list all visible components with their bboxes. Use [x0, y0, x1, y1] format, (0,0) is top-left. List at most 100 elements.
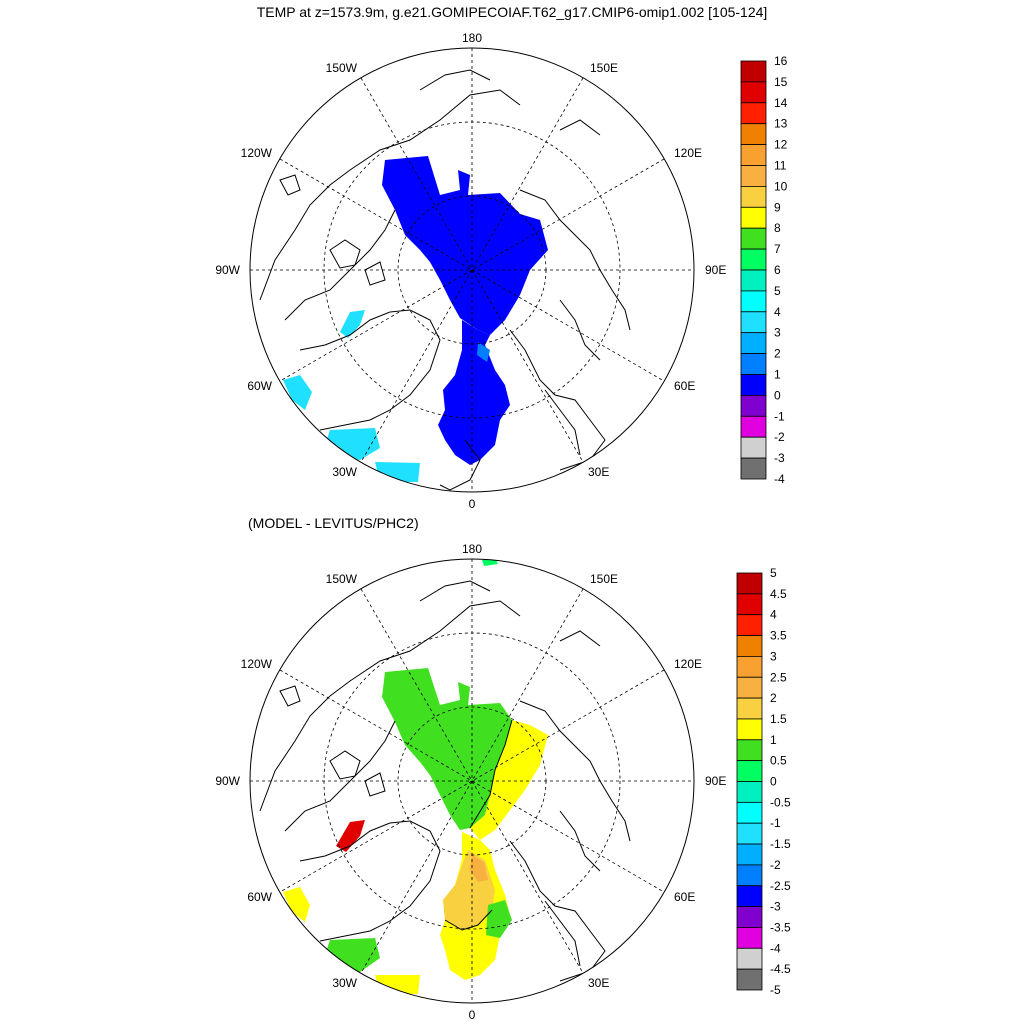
top-colorbar-tick-label: 16: [774, 54, 788, 68]
top-field-arctic-basin: [382, 156, 548, 335]
top-colorbar-swatch: [740, 290, 767, 313]
top-coastlines: [259, 69, 631, 491]
top-colorbar-swatch: [740, 227, 767, 250]
bottom-colorbar-tick-label: 0.5: [770, 754, 787, 768]
top-colorbar-tick-label: 4: [774, 305, 781, 319]
bottom-colorbar-swatch: [736, 864, 763, 887]
bottom-lon-label-150e: 150E: [590, 572, 618, 586]
bottom-field-baffin: [336, 820, 365, 852]
top-colorbar-tick-label: 8: [774, 221, 781, 235]
top-colorbar-tick-label: -2: [774, 430, 785, 444]
top-colorbar-tick-label: 6: [774, 263, 781, 277]
bottom-colorbar-tick-label: 4: [770, 608, 777, 622]
top-colorbar-swatch: [740, 269, 767, 292]
bottom-colorbar-swatch: [736, 572, 763, 595]
top-colorbar-tick-label: 3: [774, 326, 781, 340]
bottom-colorbar-swatch: [736, 739, 763, 762]
top-colorbar-swatch: [740, 81, 767, 104]
top-colorbar-swatch: [740, 102, 767, 125]
bottom-field-arctic-basin: [382, 668, 512, 830]
bottom-colorbar-tick-label: -2.5: [770, 879, 791, 893]
bottom-colorbar-swatch: [736, 656, 763, 678]
top-colorbar-swatch: [740, 374, 767, 396]
bottom-field-iceland: [375, 975, 420, 994]
bottom-colorbar-tick-label: -3.5: [770, 920, 791, 934]
bottom-lon-label-30w: 30W: [332, 976, 357, 990]
bottom-colorbar-tick-label: 2.5: [770, 670, 787, 684]
top-colorbar-swatch: [740, 415, 767, 438]
top-lon-label-60w: 60W: [247, 379, 272, 393]
bottom-field-green-patch: [486, 900, 512, 938]
bottom-colorbar-swatch: [736, 697, 763, 720]
top-field-fram-strait: [438, 320, 510, 465]
top-colorbar-tick-label: -4: [774, 472, 785, 486]
bottom-colorbar: 5 4.5 4 3.5 3 2.5 2 1.5 1 0.5 0 -0.5 -1 -1.5 -2 -2.5 -3 -…: [736, 566, 791, 997]
top-lon-label-180: 180: [462, 31, 482, 45]
bottom-colorbar-tick-label: -4.5: [770, 962, 791, 976]
bottom-colorbar-swatch: [736, 718, 763, 741]
bottom-colorbar-tick-label: -1.5: [770, 837, 791, 851]
top-colorbar-tick-label: 1: [774, 368, 781, 382]
top-colorbar-tick-label: 0: [774, 388, 781, 402]
bottom-lon-label-90w: 90W: [215, 774, 240, 788]
bottom-colorbar-tick-label: 4.5: [770, 587, 787, 601]
bottom-lon-label-120w: 120W: [241, 657, 273, 671]
top-map-boundary: [249, 47, 695, 493]
bottom-colorbar-swatch: [736, 614, 763, 636]
top-lon-label-0: 0: [469, 497, 476, 511]
bottom-colorbar-tick-label: -0.5: [770, 795, 791, 809]
top-colorbar-swatch: [740, 144, 767, 166]
top-colorbar-tick-label: 5: [774, 284, 781, 298]
top-lon-label-120e: 120E: [674, 146, 702, 160]
bottom-colorbar-tick-label: 0: [770, 775, 777, 789]
top-lon-label-90e: 90E: [705, 263, 726, 277]
top-colorbar-swatch: [740, 457, 767, 480]
bottom-colorbar-tick-label: 2: [770, 691, 777, 705]
top-colorbar-swatch: [740, 206, 767, 229]
top-colorbar-tick-label: 10: [774, 179, 788, 193]
bottom-colorbar-tick-label: 3: [770, 649, 777, 663]
top-colorbar-tick-label: 12: [774, 138, 788, 152]
bottom-colorbar-tick-label: 1.5: [770, 712, 787, 726]
bottom-colorbar-tick-label: -4: [770, 941, 781, 955]
top-graticule: [250, 48, 694, 492]
bottom-colorbar-swatch: [736, 927, 763, 949]
top-colorbar-swatch: [740, 248, 767, 271]
top-field-small-blue: [477, 342, 490, 362]
bottom-map: 180 0 90W 90E 150W 150E 120W 120E 60W 60…: [215, 542, 726, 1022]
bottom-field-labrador: [283, 887, 310, 922]
top-colorbar-swatch: [740, 123, 767, 145]
bottom-colorbar-tick-label: -3: [770, 900, 781, 914]
bottom-coastlines: [259, 580, 631, 982]
top-colorbar-swatch: [740, 353, 767, 375]
top-colorbar-tick-label: 13: [774, 117, 788, 131]
top-lon-label-150e: 150E: [590, 61, 618, 75]
top-colorbar-swatch: [740, 332, 767, 355]
bottom-colorbar-swatch: [736, 801, 763, 824]
bottom-lon-label-120e: 120E: [674, 657, 702, 671]
bottom-graticule: [250, 559, 694, 1003]
bottom-lon-label-90e: 90E: [705, 774, 726, 788]
bottom-lon-label-60w: 60W: [247, 890, 272, 904]
figure-title: TEMP at z=1573.9m, g.e21.GOMIPECOIAF.T62…: [257, 4, 768, 20]
top-colorbar-tick-label: -1: [774, 409, 785, 423]
bottom-field-fram-peak: [470, 855, 488, 882]
bottom-colorbar-swatch: [736, 906, 763, 928]
top-colorbar-swatch: [740, 185, 767, 208]
bottom-colorbar-swatch: [736, 760, 763, 782]
top-map: 180 0 90W 90E 150W 150E 120W 120E 60W 60…: [215, 31, 726, 511]
top-colorbar-swatch: [740, 436, 767, 459]
top-colorbar-swatch: [740, 311, 767, 334]
top-lon-label-150w: 150W: [326, 61, 358, 75]
bottom-lon-label-150w: 150W: [326, 572, 358, 586]
bottom-lon-label-180: 180: [462, 542, 482, 556]
top-colorbar-tick-label: 15: [774, 75, 788, 89]
top-lon-label-90w: 90W: [215, 263, 240, 277]
bottom-colorbar-swatch: [736, 968, 763, 991]
top-colorbar-tick-label: 7: [774, 242, 781, 256]
bottom-colorbar-swatch: [736, 635, 763, 657]
top-lon-label-30w: 30W: [332, 465, 357, 479]
top-colorbar-swatch: [740, 394, 767, 417]
